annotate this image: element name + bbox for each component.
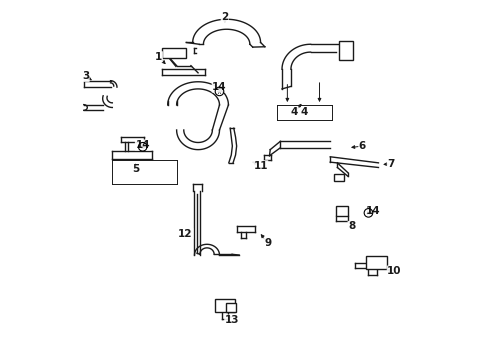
Text: 4: 4 bbox=[300, 108, 307, 117]
Bar bbox=[365, 256, 386, 269]
Text: 14: 14 bbox=[365, 206, 380, 216]
Text: 11: 11 bbox=[253, 161, 267, 171]
Text: 14: 14 bbox=[135, 140, 150, 150]
Text: 5: 5 bbox=[132, 164, 139, 174]
Text: 6: 6 bbox=[358, 141, 365, 151]
Bar bbox=[333, 174, 343, 181]
Bar bbox=[335, 206, 347, 216]
Bar bbox=[162, 48, 185, 58]
Text: 14: 14 bbox=[212, 82, 226, 92]
Text: 9: 9 bbox=[264, 238, 271, 248]
Text: 8: 8 bbox=[347, 221, 355, 231]
Text: 4: 4 bbox=[290, 107, 298, 117]
Text: 7: 7 bbox=[386, 159, 394, 169]
Text: 12: 12 bbox=[178, 229, 192, 239]
Text: 10: 10 bbox=[386, 266, 401, 276]
Bar bbox=[215, 298, 234, 312]
Bar bbox=[339, 41, 353, 60]
Text: 13: 13 bbox=[224, 315, 239, 325]
Text: 1: 1 bbox=[155, 52, 162, 62]
Text: 2: 2 bbox=[221, 13, 228, 22]
Text: 3: 3 bbox=[82, 71, 89, 81]
Bar bbox=[225, 303, 235, 312]
